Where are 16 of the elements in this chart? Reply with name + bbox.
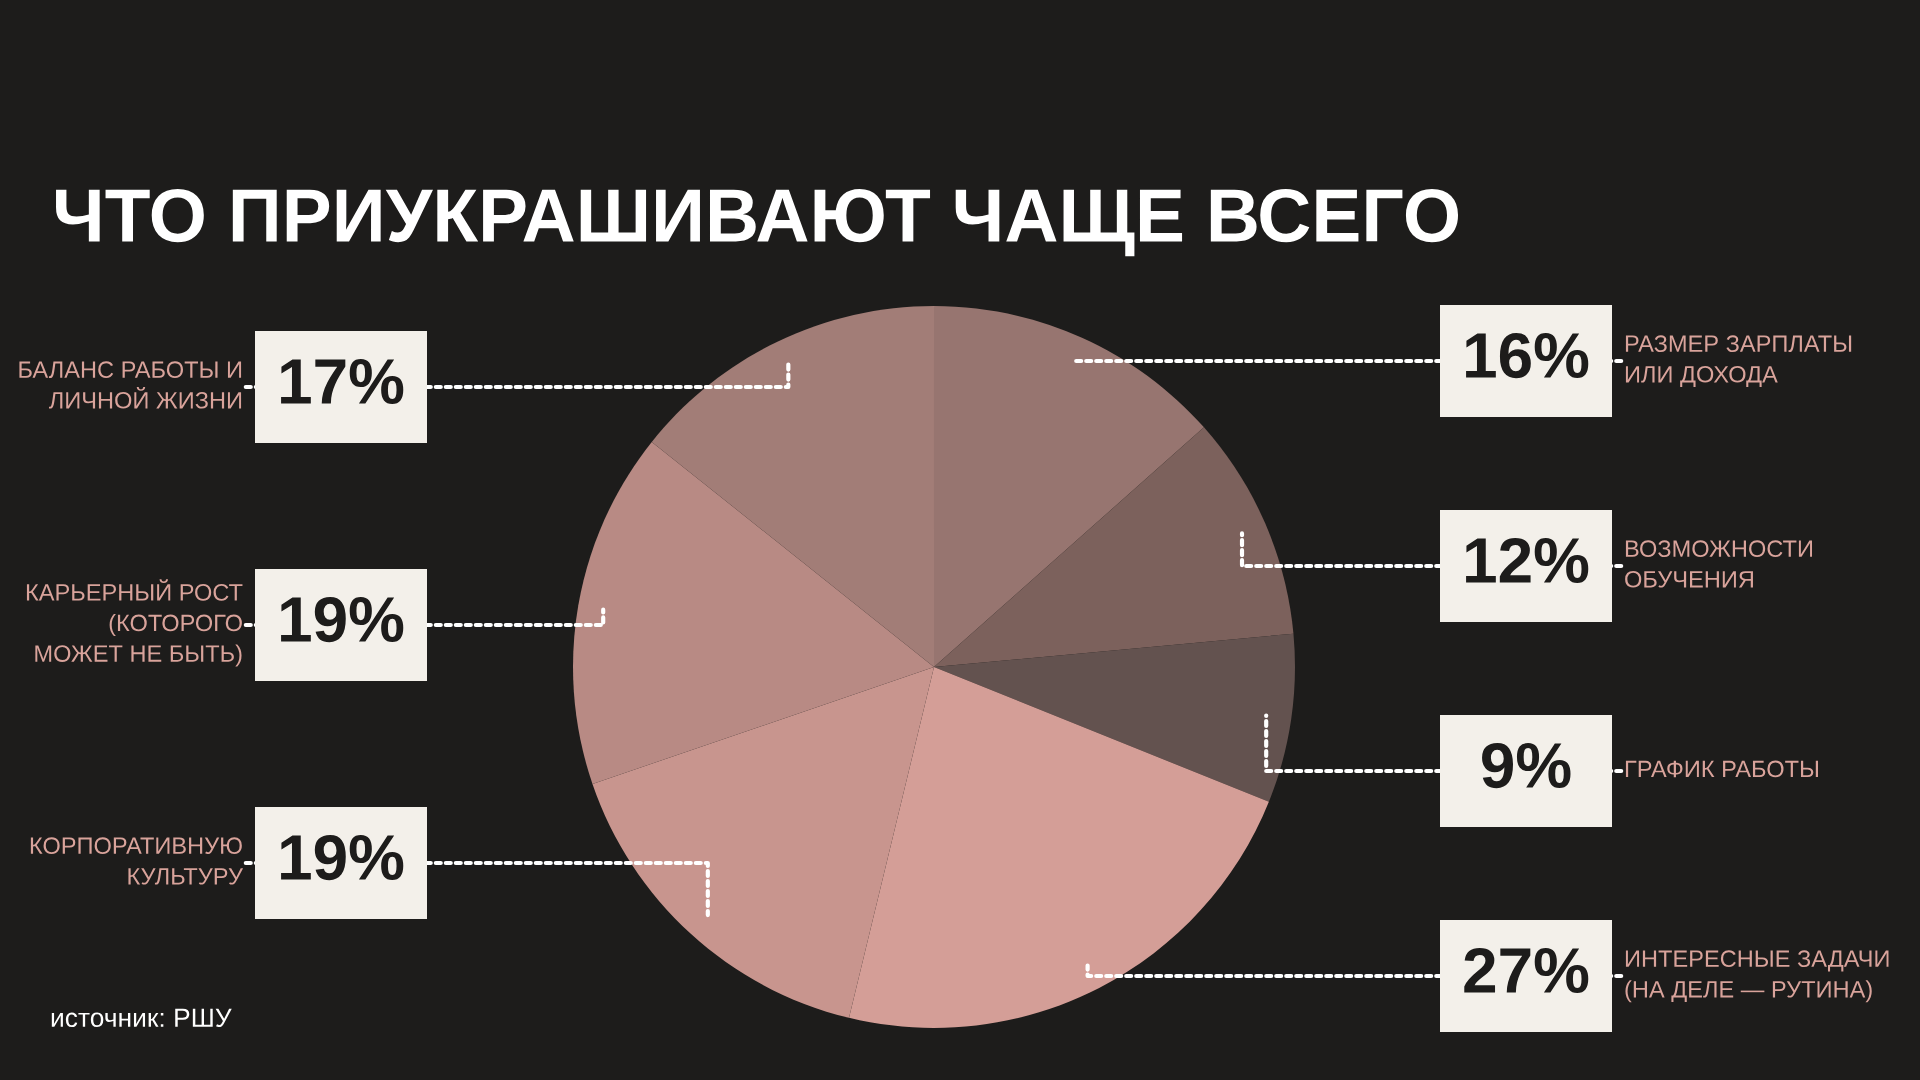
chart-title: ЧТО ПРИУКРАШИВАЮТ ЧАЩЕ ВСЕГО bbox=[56, 189, 1459, 257]
slice-label: ИНТЕРЕСНЫЕ ЗАДАЧИ (НА ДЕЛЕ — РУТИНА) bbox=[1625, 950, 1889, 1003]
text: источник: РШУ bbox=[51, 1008, 232, 1028]
slice-label: КАРЬЕРНЫЙ РОСТ (КОТОРОГО МОЖЕТ НЕ БЫТЬ) bbox=[26, 579, 243, 667]
data-label: 27% bbox=[1464, 947, 1589, 994]
data-label: 9% bbox=[1482, 742, 1571, 789]
data-label: 19% bbox=[281, 834, 404, 881]
slice-label: КОРПОРАТИВНУЮ КУЛЬТУРУ bbox=[30, 837, 244, 885]
slice-label: БАЛАНС РАБОТЫ И ЛИЧНОЙ ЖИЗНИ bbox=[19, 361, 242, 409]
data-label: 12% bbox=[1466, 537, 1589, 584]
data-label: 19% bbox=[281, 596, 404, 643]
slice-label: ВОЗМОЖНОСТИ ОБУЧЕНИЯ bbox=[1625, 540, 1813, 588]
slice-label: РАЗМЕР ЗАРПЛАТЫ ИЛИ ДОХОДА bbox=[1625, 335, 1852, 388]
data-label: 16% bbox=[1466, 332, 1589, 379]
data-label: 17% bbox=[281, 359, 404, 405]
slice-label: ГРАФИК РАБОТЫ bbox=[1625, 760, 1819, 778]
